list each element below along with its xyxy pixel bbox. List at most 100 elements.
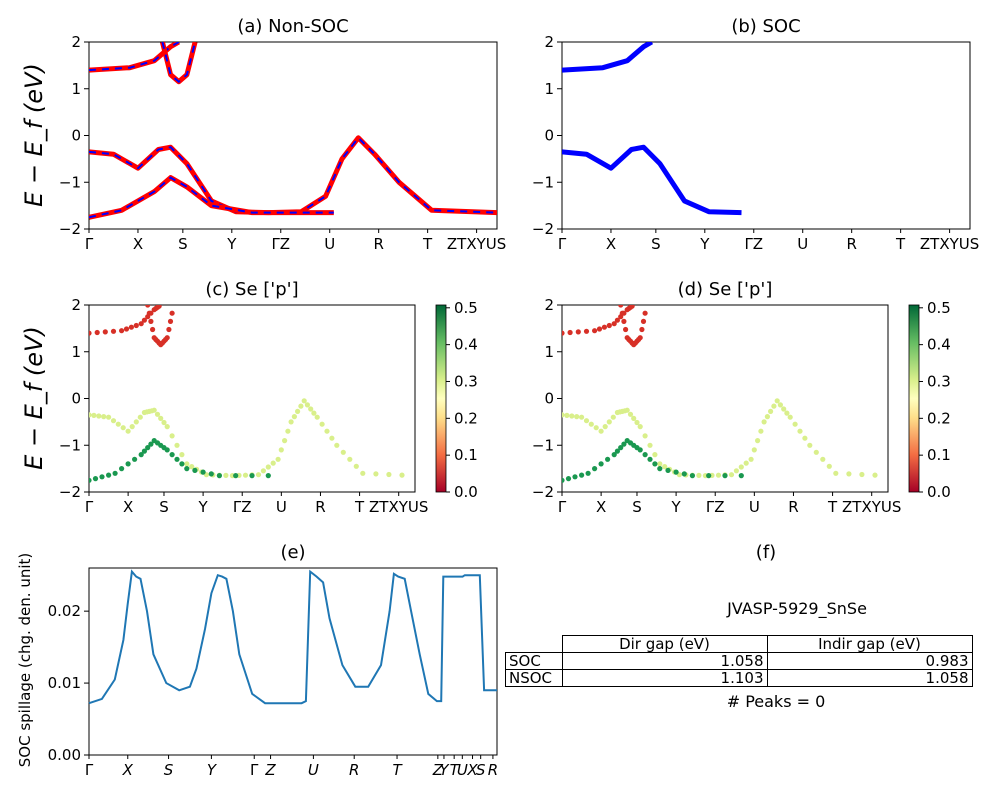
projection-point	[110, 418, 117, 424]
projection-point	[208, 471, 214, 477]
projection-point	[249, 473, 255, 479]
projection-point	[324, 428, 330, 434]
projection-point	[169, 433, 175, 439]
colorbar-tick-label: 0.1	[927, 446, 951, 464]
xtick-label: Y	[207, 761, 218, 779]
projection-point	[148, 318, 154, 324]
gap-table-header-indir: Indir gap (eV)	[766, 635, 973, 653]
projection-point	[138, 452, 144, 458]
projection-point	[637, 447, 643, 453]
projection-point	[657, 461, 663, 467]
ylabel-energy-mid: E − E_f (eV)	[20, 326, 48, 470]
projection-point	[606, 322, 612, 329]
projection-point	[562, 412, 565, 418]
projection-point	[777, 402, 784, 408]
xtick-label: T	[450, 761, 461, 779]
projection-point	[593, 425, 599, 431]
projection-point	[781, 406, 787, 412]
projection-point	[148, 441, 154, 447]
projection-point	[288, 419, 294, 425]
projection-point	[583, 418, 590, 424]
panel-a-title: (a) Non-SOC	[237, 16, 348, 37]
projection-point	[738, 464, 744, 470]
xtick-label: T	[392, 761, 403, 779]
xtick-label: U	[308, 761, 319, 779]
xtick-label: R	[315, 498, 325, 516]
projection-point	[184, 461, 190, 467]
projection-point	[137, 414, 143, 420]
projection-point	[179, 452, 185, 458]
gap-table-dir-value: 1.103	[561, 669, 768, 687]
xtick-label: Γ	[558, 235, 567, 253]
projection-point	[614, 317, 621, 323]
band-line-overlay	[89, 176, 334, 219]
panel-f-title: (f)	[756, 542, 776, 563]
projection-point	[99, 474, 105, 480]
xtick-label: U	[324, 235, 335, 253]
projection-point	[696, 472, 702, 478]
xtick-label: ZTXYUS	[920, 235, 979, 253]
xtick-label: X	[122, 761, 134, 779]
xtick-label: Y	[671, 498, 682, 516]
colorbar-tick-label: 0.0	[454, 483, 478, 501]
ytick-label: −1	[59, 173, 81, 191]
projection-point	[715, 472, 722, 478]
panel-d-title: (d) Se ['p']	[678, 279, 773, 300]
xtick-label: R	[349, 761, 359, 779]
projection-point	[629, 305, 635, 309]
xtick-label: X	[133, 235, 143, 253]
xtick-label: R	[488, 761, 498, 779]
band-line	[562, 144, 742, 216]
xtick-label: ΓZ	[271, 235, 290, 253]
projection-point	[169, 452, 175, 458]
colorbar-d: 0.0 0.1 0.2 0.3 0.4 0.5	[908, 299, 951, 501]
projection-point	[652, 461, 658, 467]
gap-table: Dir gap (eV) Indir gap (eV) SOC 1.058 0.…	[505, 635, 973, 687]
projection-point	[298, 403, 304, 409]
projection-point	[642, 433, 648, 439]
projection-point	[242, 472, 249, 478]
projection-point	[755, 438, 761, 444]
ytick-label: −1	[532, 173, 554, 191]
projection-point	[311, 410, 317, 416]
xtick-label: ΓZ	[233, 498, 252, 516]
projection-point	[314, 414, 320, 420]
projection-point	[92, 476, 99, 482]
ytick-label: 0	[71, 127, 81, 145]
projection-point	[738, 473, 744, 479]
projection-point	[145, 305, 151, 308]
projection-point	[174, 456, 180, 462]
projection-point	[774, 398, 780, 404]
projection-point	[637, 424, 643, 430]
xtick-label: Γ	[85, 235, 94, 253]
projection-point	[565, 476, 572, 482]
projection-point	[102, 329, 108, 335]
projection-point	[820, 456, 826, 462]
gap-table-indir-value: 0.983	[766, 652, 973, 670]
band-line-overlay	[89, 42, 180, 72]
projection-point	[89, 412, 92, 418]
projection-point	[771, 403, 777, 409]
projection-point	[278, 447, 284, 453]
projection-point	[602, 424, 608, 430]
projection-point	[627, 411, 634, 417]
projection-point	[112, 470, 118, 476]
axes-e	[88, 567, 498, 756]
projection-point	[601, 324, 608, 330]
projection-point	[270, 460, 276, 466]
projection-point	[813, 449, 819, 455]
xtick-label: Y	[226, 235, 237, 253]
projection-point	[758, 428, 764, 434]
gap-table-row-label: SOC	[505, 652, 563, 670]
colorbar-tick-label: 0.4	[927, 336, 951, 354]
projection-point	[295, 408, 301, 414]
colorbar-c: 0.0 0.1 0.2 0.3 0.4 0.5	[435, 299, 478, 501]
gap-table-header-dir: Dir gap (eV)	[561, 635, 768, 653]
projection-point	[642, 310, 648, 316]
projection-point	[119, 466, 125, 472]
ylabel-spillage: SOC spillage (chg. den. unit)	[16, 553, 34, 768]
projection-point	[164, 424, 170, 430]
colorbar-tick-label: 0.3	[454, 372, 478, 390]
projection-point	[304, 402, 310, 408]
projection-point	[106, 472, 112, 478]
